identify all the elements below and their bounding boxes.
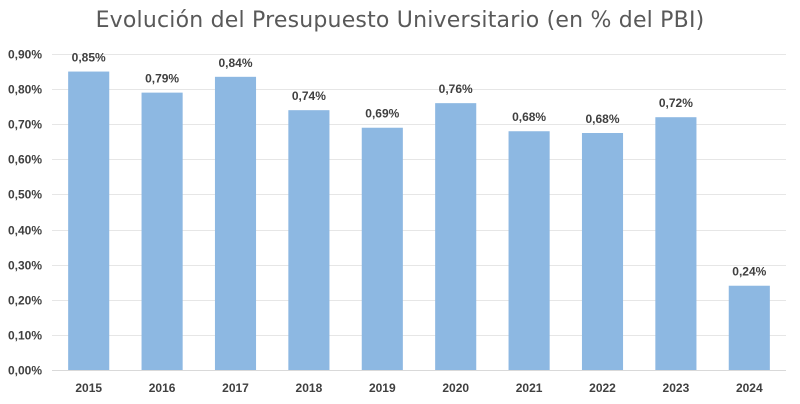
- x-tick-label: 2019: [369, 381, 396, 395]
- bar: [141, 92, 183, 370]
- bar: [288, 110, 330, 370]
- x-tick-label: 2022: [589, 381, 616, 395]
- x-tick-label: 2023: [663, 381, 690, 395]
- data-label: 0,79%: [145, 72, 179, 86]
- bar: [361, 127, 403, 370]
- data-label: 0,72%: [659, 96, 693, 110]
- chart-title: Evolución del Presupuesto Universitario …: [95, 8, 705, 33]
- y-tick-label: 0,60%: [8, 153, 42, 167]
- x-tick-label: 2018: [296, 381, 323, 395]
- data-label: 0,85%: [72, 51, 106, 65]
- data-label: 0,84%: [218, 56, 252, 70]
- bar: [214, 76, 257, 371]
- x-tick-label: 2021: [516, 381, 543, 395]
- x-tick-label: 2020: [442, 381, 469, 395]
- y-tick-label: 0,50%: [8, 188, 42, 202]
- y-tick-label: 0,70%: [8, 118, 42, 132]
- bar: [728, 285, 770, 370]
- y-tick-label: 0,20%: [8, 294, 42, 308]
- x-tick-label: 2017: [222, 381, 249, 395]
- bar: [581, 133, 624, 370]
- data-label: 0,68%: [585, 112, 619, 126]
- y-tick-label: 0,00%: [8, 364, 42, 378]
- bar: [508, 131, 550, 370]
- x-tick-label: 2015: [75, 381, 102, 395]
- y-tick-label: 0,10%: [8, 329, 42, 343]
- data-label: 0,69%: [365, 107, 399, 121]
- bar: [655, 117, 697, 370]
- data-label: 0,68%: [512, 110, 546, 124]
- data-label: 0,74%: [292, 89, 326, 103]
- bar: [435, 103, 477, 371]
- y-tick-label: 0,80%: [8, 83, 42, 97]
- y-tick-label: 0,90%: [8, 48, 42, 62]
- y-tick-label: 0,30%: [8, 259, 42, 273]
- x-tick-label: 2016: [149, 381, 176, 395]
- data-label: 0,76%: [439, 82, 473, 96]
- data-label: 0,24%: [732, 265, 766, 279]
- bar: [68, 71, 110, 371]
- x-tick-label: 2024: [736, 381, 763, 395]
- y-tick-label: 0,40%: [8, 224, 42, 238]
